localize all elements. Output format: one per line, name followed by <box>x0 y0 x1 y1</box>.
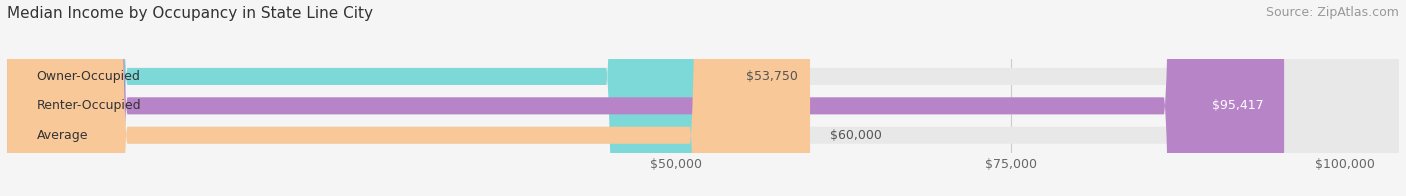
Text: Source: ZipAtlas.com: Source: ZipAtlas.com <box>1265 6 1399 19</box>
FancyBboxPatch shape <box>7 0 810 196</box>
Text: $53,750: $53,750 <box>747 70 799 83</box>
Text: $95,417: $95,417 <box>1212 99 1264 112</box>
FancyBboxPatch shape <box>7 0 1284 196</box>
FancyBboxPatch shape <box>7 0 1399 196</box>
FancyBboxPatch shape <box>7 0 1399 196</box>
Text: Average: Average <box>37 129 89 142</box>
Text: Owner-Occupied: Owner-Occupied <box>37 70 141 83</box>
Text: Median Income by Occupancy in State Line City: Median Income by Occupancy in State Line… <box>7 6 373 21</box>
Text: Renter-Occupied: Renter-Occupied <box>37 99 141 112</box>
FancyBboxPatch shape <box>7 0 1399 196</box>
Text: $60,000: $60,000 <box>830 129 882 142</box>
FancyBboxPatch shape <box>7 0 727 196</box>
